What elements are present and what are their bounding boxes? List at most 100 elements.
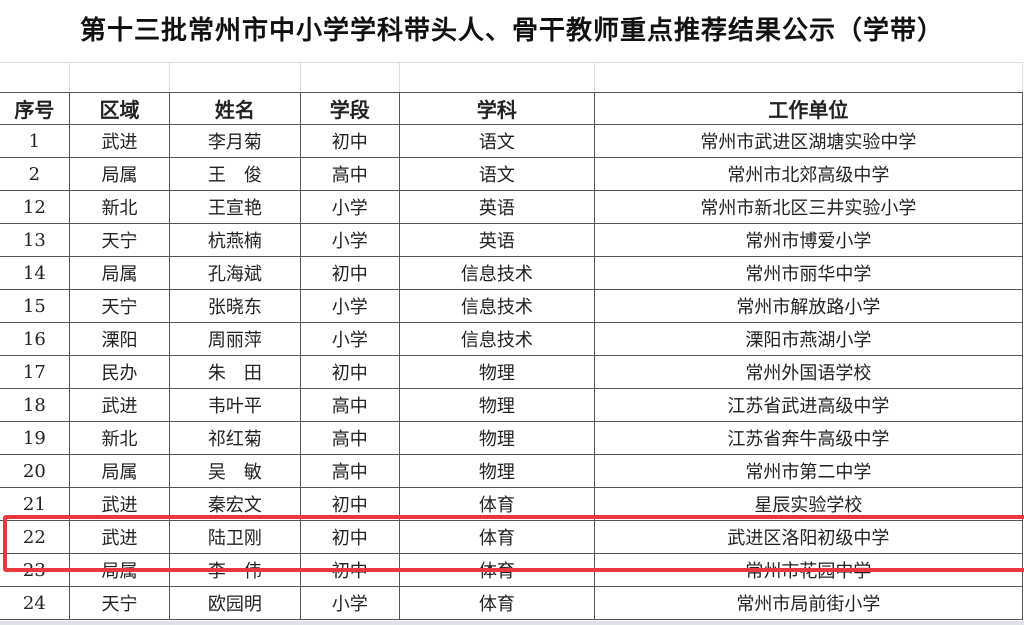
- cell-subject[interactable]: 体育: [398, 487, 595, 521]
- cell[interactable]: [593, 62, 1024, 93]
- cell-workplace[interactable]: 星辰实验学校: [593, 487, 1024, 521]
- cell-name[interactable]: 张晓东: [169, 289, 301, 323]
- cell-subject[interactable]: 体育: [398, 553, 595, 587]
- cell-workplace[interactable]: 常州市第二中学: [593, 454, 1024, 488]
- cell-level[interactable]: 小学: [299, 289, 400, 323]
- cell-name[interactable]: 周丽萍: [169, 322, 301, 356]
- cell-level[interactable]: 初中: [299, 520, 400, 554]
- cell-workplace[interactable]: 武进区洛阳初级中学: [593, 520, 1024, 554]
- cell[interactable]: [169, 62, 301, 93]
- cell-region[interactable]: 天宁: [68, 586, 171, 620]
- cell-region[interactable]: 武进: [68, 124, 171, 158]
- cell-level[interactable]: 初中: [299, 355, 400, 389]
- cell-workplace[interactable]: 常州市北郊高级中学: [593, 157, 1024, 191]
- cell-workplace[interactable]: 常州市武进区湖塘实验中学: [593, 124, 1024, 158]
- cell-seq[interactable]: 24: [0, 586, 70, 620]
- cell-level[interactable]: 小学: [299, 586, 400, 620]
- cell-workplace[interactable]: 常州市丽华中学: [593, 256, 1024, 290]
- cell-seq[interactable]: 16: [0, 322, 70, 356]
- cell-name[interactable]: 李 伟: [169, 553, 301, 587]
- cell-seq[interactable]: 2: [0, 157, 70, 191]
- cell-region[interactable]: 新北: [68, 190, 171, 224]
- cell-level[interactable]: 小学: [299, 223, 400, 257]
- cell-level[interactable]: 高中: [299, 157, 400, 191]
- cell-subject[interactable]: 体育: [398, 520, 595, 554]
- cell-seq[interactable]: 22: [0, 520, 70, 554]
- cell-seq[interactable]: 13: [0, 223, 70, 257]
- cell-level[interactable]: 小学: [299, 190, 400, 224]
- cell-subject[interactable]: 语文: [398, 157, 595, 191]
- cell-seq[interactable]: 19: [0, 421, 70, 455]
- cell-seq[interactable]: 12: [0, 190, 70, 224]
- cell-region[interactable]: 局属: [68, 454, 171, 488]
- cell-region[interactable]: 天宁: [68, 223, 171, 257]
- cell-level[interactable]: 高中: [299, 454, 400, 488]
- cell[interactable]: [299, 62, 400, 93]
- cell-region[interactable]: 武进: [68, 388, 171, 422]
- cell-level[interactable]: 高中: [299, 388, 400, 422]
- cell-workplace[interactable]: 常州市博爱小学: [593, 223, 1024, 257]
- cell-name[interactable]: 祁红菊: [169, 421, 301, 455]
- cell-level[interactable]: 初中: [299, 124, 400, 158]
- header-workplace[interactable]: 工作单位: [593, 92, 1024, 125]
- cell-subject[interactable]: 物理: [398, 355, 595, 389]
- cell-name[interactable]: 欧园明: [169, 586, 301, 620]
- header-name[interactable]: 姓名: [169, 92, 301, 125]
- cell-name[interactable]: 孔海斌: [169, 256, 301, 290]
- cell-subject[interactable]: 英语: [398, 223, 595, 257]
- cell[interactable]: [398, 62, 595, 93]
- cell-region[interactable]: 局属: [68, 157, 171, 191]
- cell-level[interactable]: 初中: [299, 256, 400, 290]
- header-level[interactable]: 学段: [299, 92, 400, 125]
- cell-region[interactable]: 溧阳: [68, 322, 171, 356]
- cell-name[interactable]: 王 俊: [169, 157, 301, 191]
- cell-level[interactable]: 初中: [299, 487, 400, 521]
- cell-subject[interactable]: 物理: [398, 388, 595, 422]
- cell-name[interactable]: 李月菊: [169, 124, 301, 158]
- cell-workplace[interactable]: 常州外国语学校: [593, 355, 1024, 389]
- cell-workplace[interactable]: 常州市局前街小学: [593, 586, 1024, 620]
- cell-level[interactable]: 小学: [299, 322, 400, 356]
- cell-subject[interactable]: 信息技术: [398, 289, 595, 323]
- cell-workplace[interactable]: 常州市解放路小学: [593, 289, 1024, 323]
- cell-level[interactable]: 高中: [299, 421, 400, 455]
- cell-region[interactable]: 民办: [68, 355, 171, 389]
- cell-name[interactable]: 王宣艳: [169, 190, 301, 224]
- cell-workplace[interactable]: 常州市新北区三井实验小学: [593, 190, 1024, 224]
- header-region[interactable]: 区域: [68, 92, 171, 125]
- cell-seq[interactable]: 18: [0, 388, 70, 422]
- cell-workplace[interactable]: 溧阳市燕湖小学: [593, 322, 1024, 356]
- cell-level[interactable]: 初中: [299, 553, 400, 587]
- cell-region[interactable]: 武进: [68, 487, 171, 521]
- cell-name[interactable]: 陆卫刚: [169, 520, 301, 554]
- cell-seq[interactable]: 21: [0, 487, 70, 521]
- cell-region[interactable]: 局属: [68, 256, 171, 290]
- cell-name[interactable]: 杭燕楠: [169, 223, 301, 257]
- cell-name[interactable]: 吴 敏: [169, 454, 301, 488]
- header-subject[interactable]: 学科: [398, 92, 595, 125]
- cell-subject[interactable]: 英语: [398, 190, 595, 224]
- cell-workplace[interactable]: 常州市花园中学: [593, 553, 1024, 587]
- cell-subject[interactable]: 信息技术: [398, 322, 595, 356]
- scrollbar-track[interactable]: [0, 621, 1024, 625]
- cell[interactable]: [68, 62, 171, 93]
- cell-name[interactable]: 朱 田: [169, 355, 301, 389]
- cell-seq[interactable]: 20: [0, 454, 70, 488]
- cell-seq[interactable]: 1: [0, 124, 70, 158]
- cell-subject[interactable]: 物理: [398, 421, 595, 455]
- cell-seq[interactable]: 23: [0, 553, 70, 587]
- cell-workplace[interactable]: 江苏省武进高级中学: [593, 388, 1024, 422]
- cell-subject[interactable]: 信息技术: [398, 256, 595, 290]
- cell-subject[interactable]: 物理: [398, 454, 595, 488]
- cell-name[interactable]: 秦宏文: [169, 487, 301, 521]
- cell-region[interactable]: 天宁: [68, 289, 171, 323]
- cell-subject[interactable]: 体育: [398, 586, 595, 620]
- cell-region[interactable]: 武进: [68, 520, 171, 554]
- cell-region[interactable]: 局属: [68, 553, 171, 587]
- cell-seq[interactable]: 17: [0, 355, 70, 389]
- cell-workplace[interactable]: 江苏省奔牛高级中学: [593, 421, 1024, 455]
- cell-region[interactable]: 新北: [68, 421, 171, 455]
- cell-seq[interactable]: 14: [0, 256, 70, 290]
- cell-seq[interactable]: 15: [0, 289, 70, 323]
- cell-name[interactable]: 韦叶平: [169, 388, 301, 422]
